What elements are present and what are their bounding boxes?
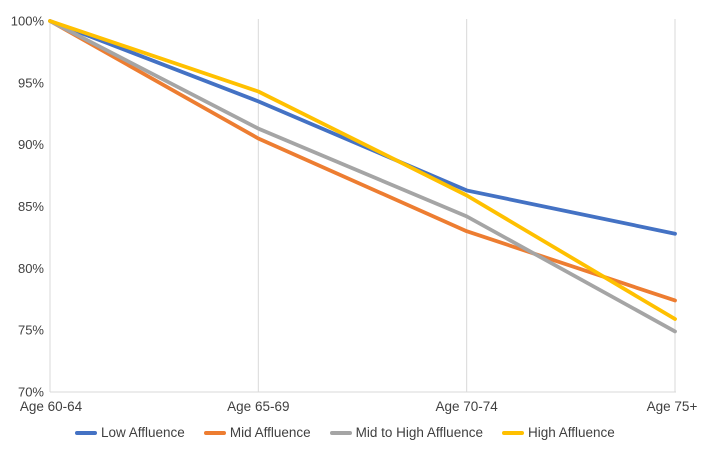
chart-plot-area: 70% 75% 80% 85% 90% 95% 100% Age 60-64 Age 65-69… [11, 14, 698, 415]
legend-item-mid-to-high-affluence: Mid to High Affluence [329, 425, 483, 440]
x-axis-label: Age 70-74 [436, 399, 499, 414]
y-axis-tick-label: 95% [18, 75, 44, 90]
y-axis-tick-label: 85% [18, 199, 44, 214]
legend-item-high-affluence: High Affluence [501, 425, 615, 440]
x-axis-label: Age 60-64 [20, 399, 83, 414]
legend-label: Mid Affluence [229, 425, 311, 440]
series-line-high-affluence [48, 19, 677, 321]
legend-line-swatch-high-affluence [501, 430, 524, 435]
x-axis-label: Age 75+ [647, 399, 698, 414]
x-axis-label: Age 65-69 [227, 399, 289, 414]
y-axis-tick-label: 70% [18, 385, 44, 400]
legend-line-swatch-mid-to-high-affluence [329, 430, 352, 435]
legend-line-swatch-low-affluence [75, 430, 97, 435]
y-axis-tick-label: 100% [11, 14, 45, 29]
chart-legend: Low Affluence Mid Affluence Mid to High Af… [0, 425, 709, 440]
y-axis-tick-label: 80% [18, 261, 44, 276]
legend-item-mid-affluence: Mid Affluence [203, 425, 311, 440]
series-line-mid-to-high-affluence [48, 19, 677, 334]
legend-line-swatch-mid-affluence [203, 430, 226, 435]
legend-label: High Affluence [527, 425, 615, 440]
series-line-low-affluence [48, 19, 677, 236]
legend-label: Low Affluence [101, 425, 185, 440]
legend-item-low-affluence: Low Affluence [75, 425, 185, 440]
legend-label: Mid to High Affluence [355, 425, 483, 440]
series-line-mid-affluence [48, 19, 677, 303]
y-axis-tick-label: 90% [18, 137, 44, 152]
y-axis-tick-label: 75% [18, 323, 44, 338]
